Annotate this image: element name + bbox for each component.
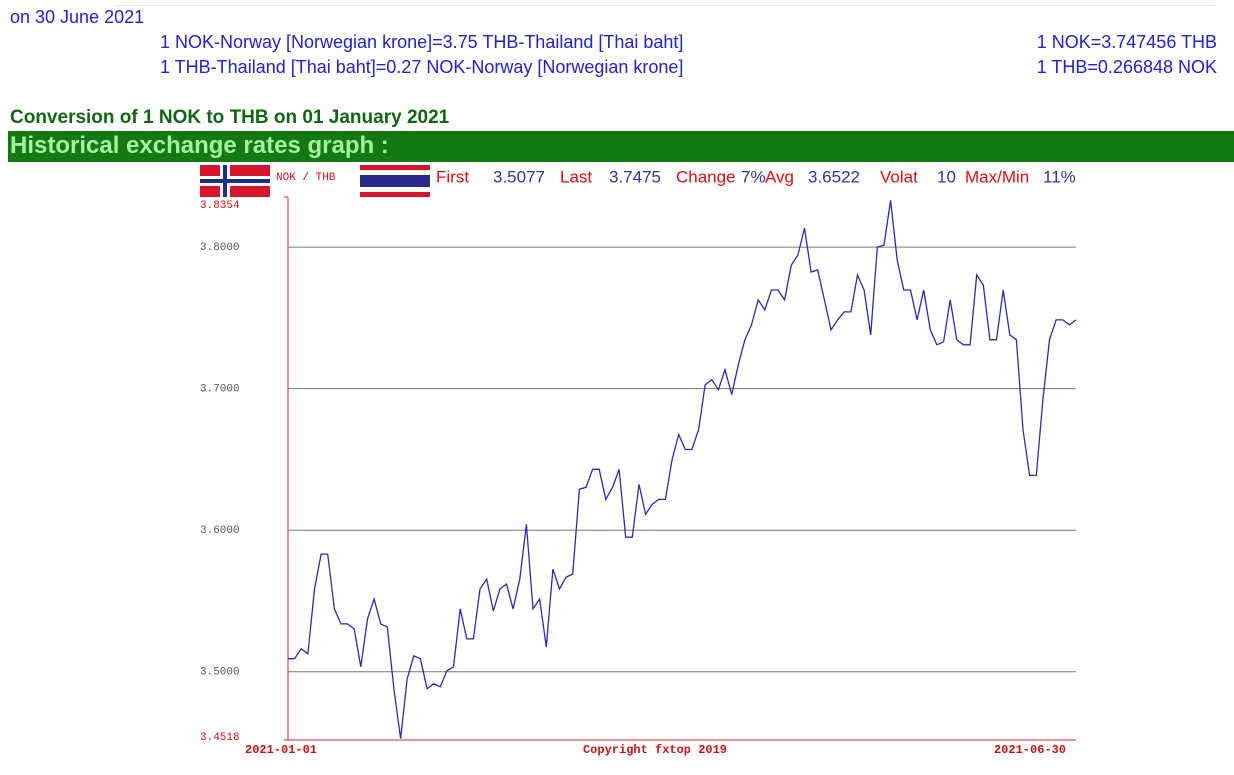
stat-value: 7% — [741, 167, 766, 186]
conversion-title: Conversion of 1 NOK to THB on 01 January… — [10, 107, 450, 128]
y-tick-label: 3.6000 — [200, 525, 240, 537]
y-tick-label: 3.8354 — [200, 200, 240, 212]
stat-label: First — [436, 167, 469, 186]
conversion-right: 1 THB=0.266848 NOK — [1036, 57, 1217, 77]
graph-heading: Historical exchange rates graph : — [10, 132, 389, 159]
norway-flag — [200, 165, 270, 197]
thailand-flag — [360, 165, 430, 197]
graph-heading-bar: Historical exchange rates graph : — [8, 131, 1234, 162]
date-line: on 30 June 2021 — [10, 7, 145, 27]
conversion-left: 1 NOK-Norway [Norwegian krone]=3.75 THB-… — [160, 32, 684, 52]
chart: NOK / THB First 3.5077 Last 3.7475 Change 7% A… — [200, 165, 1077, 757]
stat-label: Change — [676, 167, 736, 186]
stat-value: 11% — [1043, 167, 1076, 186]
conversion-right: 1 NOK=3.747456 THB — [1036, 32, 1217, 52]
stat-value: 3.5077 — [493, 167, 545, 186]
stat-value: 10 — [937, 167, 956, 186]
conversion-left: 1 THB-Thailand [Thai baht]=0.27 NOK-Norw… — [160, 57, 684, 77]
stat-label: Volat — [880, 167, 918, 186]
x-label: 2021-06-30 — [994, 743, 1066, 757]
stat-label: Last — [560, 167, 592, 186]
y-tick-label: 3.8000 — [200, 242, 240, 254]
pair-label: NOK / THB — [276, 172, 336, 184]
divider — [115, 5, 1215, 6]
y-tick-label: 3.7000 — [200, 384, 240, 396]
stat-label: Max/Min — [965, 167, 1029, 186]
y-tick-label: 3.4518 — [200, 732, 240, 744]
y-tick-label: 3.5000 — [200, 667, 240, 679]
x-label: 2021-01-01 — [245, 743, 317, 757]
rate-line — [288, 200, 1077, 739]
stat-value: 3.7475 — [609, 167, 661, 186]
x-label: Copyright fxtop 2019 — [583, 743, 727, 757]
stat-label: Avg — [765, 167, 794, 186]
stat-value: 3.6522 — [808, 167, 860, 186]
